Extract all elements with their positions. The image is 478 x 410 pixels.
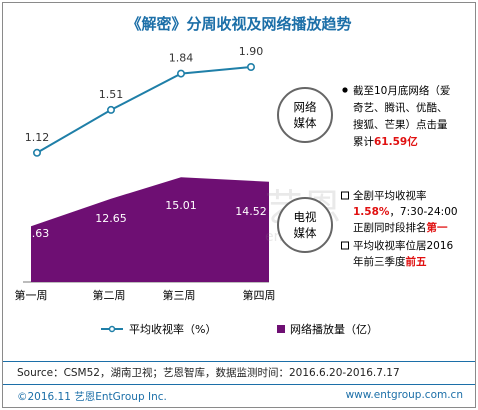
x-tick-label: 第三周 [163, 288, 196, 302]
area-layer [31, 177, 269, 282]
tv-media-label-1: 电视 [294, 210, 317, 224]
line-data-label: 1.51 [99, 88, 124, 101]
label-layer: 9.63 12.65 15.01 14.52 1.12 1.51 1.84 1.90 [25, 45, 267, 240]
legend-area-label: 网络播放量（亿） [290, 322, 378, 336]
legend-line-marker [108, 325, 116, 333]
network-media-label-1: 网络 [294, 100, 317, 114]
line-point [107, 105, 116, 114]
network-media-label-2: 媒体 [294, 116, 317, 130]
copyright: ©2016.11 艺恩EntGroup Inc. [17, 391, 167, 403]
x-tick-layer: 第一周 第二周 第三周 第四周 [15, 288, 276, 302]
source-note: Source：CSM52，湖南卫视；艺恩智库，数据监测时间：2016.6.20-… [17, 367, 400, 379]
network-media-circle: 网络 媒体 [277, 87, 333, 143]
tv-note2-bullet [341, 241, 349, 250]
x-tick-label: 第一周 [15, 288, 48, 302]
chart-title: 《解密》分周收视及网络播放趋势 [126, 15, 352, 33]
tv-note1-line: 1.58%，7:30-24:00 [353, 206, 458, 218]
area-data-label: 12.65 [95, 212, 127, 225]
network-note-line: 截至10月底网络（爱 [353, 84, 450, 97]
x-tick-label: 第二周 [93, 288, 126, 302]
line-series-path [36, 66, 252, 154]
line-point [32, 148, 41, 157]
line-data-label: 1.12 [25, 131, 50, 144]
tv-media-circle: 电视 媒体 [277, 197, 333, 253]
area-data-label: 14.52 [235, 205, 267, 218]
network-note-line: 奇艺、腾讯、优酷、 [353, 101, 448, 114]
line-point [247, 62, 256, 71]
area-series-fill [31, 177, 269, 282]
area-data-label: 9.63 [25, 227, 50, 240]
footer-divider-bottom [3, 384, 475, 385]
legend: 平均收视率（%） 网络播放量（亿） [101, 322, 378, 336]
note-layer: 截至10月底网络（爱奇艺、腾讯、优酷、搜狐、芒果）点击量累计61.59亿全剧平均… [353, 84, 458, 268]
area-data-label: 15.01 [165, 199, 197, 212]
line-point [177, 69, 186, 78]
legend-area-swatch [277, 325, 285, 333]
legend-line-label: 平均收视率（%） [129, 322, 216, 336]
network-note-line: 累计61.59亿 [353, 135, 418, 148]
footer-divider-top [3, 361, 475, 362]
chart-svg: 9.6312.6515.01 14.521.121.511.841.90 第一周第… [15, 45, 458, 336]
website-link[interactable]: www.entgroup.com.cn [345, 389, 463, 401]
line-layer [32, 62, 256, 157]
tv-media-label-2: 媒体 [294, 226, 317, 240]
tv-note2-line: 年前三季度前五 [353, 255, 427, 268]
line-data-label: 1.84 [169, 52, 194, 65]
line-data-label: 1.90 [239, 45, 264, 58]
tv-note2-line: 平均收视率位居2016 [353, 239, 454, 252]
tv-note1-line: 正剧同时段排名第一 [353, 221, 448, 234]
network-note-line: 搜狐、芒果）点击量 [353, 118, 448, 131]
tv-note1-line: 全剧平均收视率 [353, 189, 427, 202]
x-tick-label: 第四周 [243, 288, 276, 302]
network-note-bullet [342, 87, 348, 93]
tv-note1-bullet [341, 191, 349, 200]
